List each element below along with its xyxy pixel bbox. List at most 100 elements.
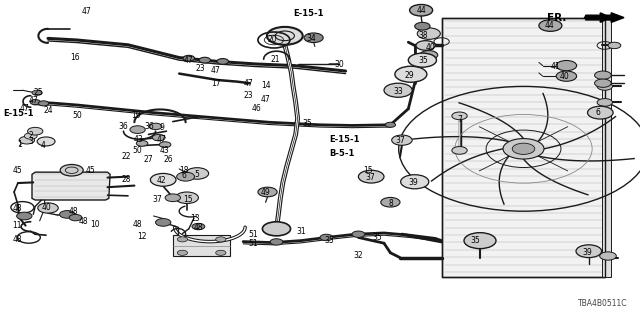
Text: 23: 23 xyxy=(243,92,253,100)
Text: 40: 40 xyxy=(41,204,51,212)
Text: 30: 30 xyxy=(334,60,344,69)
Text: 8: 8 xyxy=(388,199,393,208)
Text: 40: 40 xyxy=(559,72,570,81)
Bar xyxy=(602,18,611,277)
Text: E-15-1: E-15-1 xyxy=(3,109,34,118)
Circle shape xyxy=(556,60,577,71)
Text: 44: 44 xyxy=(544,21,554,30)
Circle shape xyxy=(38,101,49,106)
Circle shape xyxy=(358,170,384,183)
Text: 51: 51 xyxy=(248,239,258,248)
Circle shape xyxy=(19,136,35,144)
Text: 42: 42 xyxy=(156,176,166,185)
Text: E-15-1: E-15-1 xyxy=(293,9,324,18)
Text: 47: 47 xyxy=(81,7,92,16)
Text: 35: 35 xyxy=(302,119,312,128)
Circle shape xyxy=(556,71,577,81)
Text: 43: 43 xyxy=(134,135,144,144)
FancyArrow shape xyxy=(586,13,624,22)
Text: 11: 11 xyxy=(13,221,22,230)
Circle shape xyxy=(30,100,40,105)
Text: 35: 35 xyxy=(470,236,480,245)
Text: E-15-1: E-15-1 xyxy=(330,135,360,144)
Text: 15: 15 xyxy=(182,195,193,204)
Text: 37: 37 xyxy=(152,196,162,204)
Text: 21: 21 xyxy=(271,55,280,64)
Circle shape xyxy=(320,234,333,241)
Text: 13: 13 xyxy=(190,214,200,223)
Circle shape xyxy=(539,20,562,31)
Circle shape xyxy=(192,223,205,230)
Text: 22: 22 xyxy=(122,152,131,161)
Circle shape xyxy=(217,59,228,64)
Circle shape xyxy=(24,133,37,139)
Text: 17: 17 xyxy=(211,79,221,88)
Bar xyxy=(442,18,605,277)
Text: 48: 48 xyxy=(68,207,79,216)
Circle shape xyxy=(401,175,429,189)
Text: 47: 47 xyxy=(19,104,29,113)
Circle shape xyxy=(600,252,616,260)
Text: FR.: FR. xyxy=(547,12,566,23)
Circle shape xyxy=(304,33,323,43)
Text: 23: 23 xyxy=(195,64,205,73)
Circle shape xyxy=(186,168,209,179)
Circle shape xyxy=(408,53,436,67)
Text: 12: 12 xyxy=(138,232,147,241)
Text: 31: 31 xyxy=(296,227,306,236)
Circle shape xyxy=(258,187,277,197)
Circle shape xyxy=(216,237,226,242)
Text: 35: 35 xyxy=(324,236,335,245)
Circle shape xyxy=(152,134,165,141)
Circle shape xyxy=(597,83,612,90)
Text: 15: 15 xyxy=(363,166,373,175)
Text: 14: 14 xyxy=(260,81,271,90)
Circle shape xyxy=(165,194,180,202)
Text: 50: 50 xyxy=(72,111,82,120)
Circle shape xyxy=(608,42,621,49)
Circle shape xyxy=(415,22,430,30)
Circle shape xyxy=(576,245,602,258)
Circle shape xyxy=(384,83,412,97)
Text: 48: 48 xyxy=(12,236,22,244)
Text: 6: 6 xyxy=(182,172,187,180)
Circle shape xyxy=(150,173,176,186)
Circle shape xyxy=(17,212,32,220)
Text: 20: 20 xyxy=(267,36,277,44)
Text: 29: 29 xyxy=(404,71,415,80)
Text: 47: 47 xyxy=(211,66,221,75)
Circle shape xyxy=(503,139,544,159)
Text: B-5-1: B-5-1 xyxy=(330,149,355,158)
Text: 34: 34 xyxy=(307,34,317,43)
Text: 36: 36 xyxy=(118,122,129,131)
Text: 33: 33 xyxy=(393,87,403,96)
Text: 9: 9 xyxy=(159,124,164,132)
Text: 49: 49 xyxy=(260,188,271,197)
Circle shape xyxy=(352,231,365,237)
Text: 18: 18 xyxy=(180,166,189,175)
Circle shape xyxy=(416,41,435,50)
Text: 50: 50 xyxy=(132,146,143,155)
Circle shape xyxy=(381,197,400,207)
Circle shape xyxy=(420,51,438,60)
Text: 24: 24 xyxy=(43,106,53,115)
Text: 16: 16 xyxy=(70,53,80,62)
Text: 1: 1 xyxy=(17,140,22,149)
Text: 47: 47 xyxy=(260,95,271,104)
Circle shape xyxy=(270,239,283,245)
Circle shape xyxy=(199,57,211,63)
Text: 47: 47 xyxy=(28,96,38,105)
Text: 26: 26 xyxy=(163,155,173,164)
Circle shape xyxy=(60,211,75,218)
Text: 37: 37 xyxy=(395,136,405,145)
Circle shape xyxy=(177,172,195,181)
Circle shape xyxy=(175,192,198,204)
Circle shape xyxy=(262,222,291,236)
Text: 19: 19 xyxy=(131,111,141,120)
Text: 43: 43 xyxy=(159,146,170,155)
Circle shape xyxy=(595,71,611,79)
Text: 38: 38 xyxy=(419,31,429,40)
Text: 48: 48 xyxy=(193,223,204,232)
Circle shape xyxy=(392,135,412,145)
Text: 40: 40 xyxy=(425,43,435,52)
